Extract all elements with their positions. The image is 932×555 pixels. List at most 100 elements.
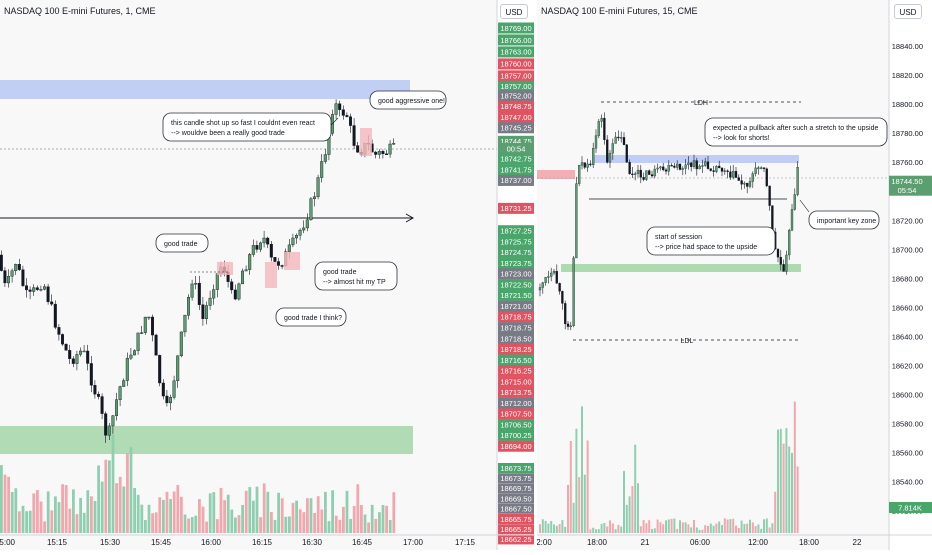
left-volume-bar xyxy=(349,518,352,533)
left-candle-body xyxy=(14,264,18,272)
right-candle-body xyxy=(748,181,752,187)
left-volume-bar xyxy=(205,521,208,533)
left-volume-bar xyxy=(381,505,385,533)
right-volume-bar xyxy=(740,520,743,533)
left-volume-bar xyxy=(273,519,277,533)
left-candle-body xyxy=(338,103,342,110)
left-price-label-text: 18716.25 xyxy=(500,367,531,376)
right-ldh-label: LDH xyxy=(694,100,708,107)
right-candle-body xyxy=(552,271,556,274)
right-candle-body xyxy=(634,173,637,175)
left-time-tick: 15:45 xyxy=(151,538,172,547)
left-volume-bar xyxy=(162,499,165,533)
left-volume-bar xyxy=(82,512,86,533)
right-candle-body xyxy=(785,254,788,272)
right-candle-body xyxy=(642,177,645,180)
left-note-aggressive[interactable] xyxy=(369,90,447,110)
left-volume-label xyxy=(498,493,534,504)
left-volume-bar xyxy=(68,508,72,533)
right-volume-bar xyxy=(597,529,600,533)
left-candle-body xyxy=(111,415,115,427)
right-currency-button[interactable]: USD xyxy=(894,4,922,19)
left-price-label-text: 18721.00 xyxy=(500,302,531,311)
right-candle-body xyxy=(650,174,654,177)
left-candle-body xyxy=(176,355,180,382)
left-candle-body xyxy=(161,382,165,397)
right-candle-body xyxy=(709,168,712,171)
left-price-label-text: 18718.75 xyxy=(500,323,531,332)
left-chart-canvas[interactable]: this candle shot up so fast I couldnt ev… xyxy=(0,0,535,550)
left-price-label xyxy=(498,22,534,34)
right-last-price-text: 18744.50 xyxy=(891,177,922,186)
left-candle-body xyxy=(179,331,183,357)
left-price-label-text: 18718.75 xyxy=(500,313,531,322)
left-candle-body xyxy=(53,303,57,328)
left-currency-button[interactable]: USD xyxy=(500,4,528,19)
left-candle-body xyxy=(140,332,144,334)
left-volume-label-text: 18667.50 xyxy=(500,505,531,514)
left-volume-bar xyxy=(108,460,111,533)
right-candle-body xyxy=(762,167,766,169)
left-note-trade2-text: good trade --> almost hit my TP xyxy=(323,269,386,286)
right-candle-body xyxy=(790,209,794,231)
right-note-session[interactable] xyxy=(646,226,776,256)
right-candle-body xyxy=(541,282,544,288)
right-price-tick: 18540.00 xyxy=(892,477,923,486)
right-candle-body xyxy=(678,163,682,170)
right-candle-body xyxy=(765,168,768,187)
left-candle-body xyxy=(316,177,320,197)
left-candle-body xyxy=(136,332,140,351)
left-candle-body xyxy=(248,254,252,270)
right-volume-bar xyxy=(788,446,791,533)
left-price-label xyxy=(498,268,534,280)
right-volume-bar xyxy=(757,524,760,533)
right-volume-bar xyxy=(569,440,572,533)
right-candle-body xyxy=(684,164,687,169)
left-time-tick: 15:15 xyxy=(47,538,68,547)
left-note-candle[interactable] xyxy=(162,112,332,142)
left-volume-bar xyxy=(97,465,100,533)
left-volume-bar xyxy=(216,519,219,533)
left-note-trade2[interactable] xyxy=(314,261,398,291)
right-volume-bar xyxy=(623,470,625,533)
left-volume-bar xyxy=(237,515,241,533)
left-chart-panel[interactable]: this candle shot up so fast I couldnt ev… xyxy=(0,0,535,550)
left-candle-body xyxy=(208,297,212,306)
left-volume-bar xyxy=(43,521,46,533)
left-price-label-text: 18723.75 xyxy=(500,259,531,268)
left-candle-body xyxy=(233,289,237,300)
right-candle-body xyxy=(636,169,640,174)
right-volume-bar xyxy=(639,526,642,533)
left-candle-body xyxy=(190,283,194,298)
left-price-label-text: 18707.50 xyxy=(500,410,531,419)
left-price-label-text: 18760.00 xyxy=(500,60,531,69)
right-volume-bar xyxy=(760,528,763,533)
right-volume-bar xyxy=(656,519,659,533)
left-note-trade3[interactable] xyxy=(275,307,347,327)
right-volume-bar xyxy=(651,529,653,533)
left-volume-bar xyxy=(54,496,57,533)
right-volume-bar xyxy=(743,523,746,533)
left-candle-body xyxy=(341,109,345,116)
right-volume-bar xyxy=(645,523,648,533)
left-volume-label xyxy=(498,524,534,535)
right-candle-body xyxy=(614,136,617,144)
right-candle-body xyxy=(732,171,735,178)
right-volume-bar xyxy=(555,525,558,533)
left-volume-label-text: 18669.50 xyxy=(500,494,531,503)
right-note-keyzone[interactable] xyxy=(808,210,880,230)
left-volume-bar xyxy=(183,514,187,533)
left-price-label xyxy=(498,202,534,214)
right-candle-body xyxy=(751,173,754,182)
left-volume-bars xyxy=(0,434,396,533)
right-note-pullback[interactable] xyxy=(704,117,888,147)
right-candle-body xyxy=(648,170,651,175)
right-chart-panel[interactable]: LDH LDL expected a pullback after such a s… xyxy=(536,0,932,550)
left-price-label xyxy=(498,225,534,237)
right-chart-canvas[interactable]: LDH LDL expected a pullback after such a s… xyxy=(536,0,932,550)
left-note-trade1[interactable] xyxy=(155,233,209,253)
left-volume-bar xyxy=(320,509,324,533)
right-candle-body xyxy=(754,167,757,174)
left-volume-bar xyxy=(93,501,97,533)
left-candle-body xyxy=(273,257,277,262)
